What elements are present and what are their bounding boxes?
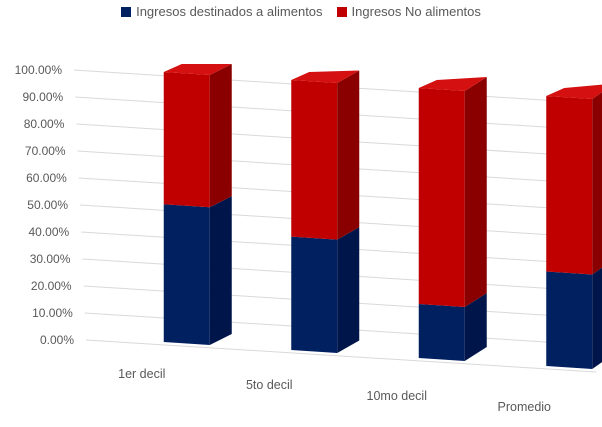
bar-nonfood-3 (418, 77, 487, 307)
legend-item-food: Ingresos destinados a alimentos (121, 4, 323, 19)
y-tick-label: 50.00% (27, 198, 68, 212)
y-tick-label: 70.00% (25, 144, 66, 158)
x-category-label: Promedio (498, 400, 552, 414)
bars (163, 64, 602, 369)
legend-label-food: Ingresos destinados a alimentos (136, 4, 323, 19)
bar-food-2 (291, 227, 360, 353)
y-tick-label: 30.00% (30, 252, 71, 266)
bar-nonfood-4 (546, 84, 602, 275)
x-axis-labels: 1er decil 5to decil 10mo decil Promedio (118, 367, 551, 414)
bar-food-4 (546, 267, 602, 369)
legend-label-nonfood: Ingresos No alimentos (351, 4, 481, 19)
bar-nonfood-1 (163, 64, 232, 208)
grid-line (85, 339, 597, 373)
y-tick-label: 90.00% (22, 90, 63, 104)
y-axis-ticks: 0.00% 10.00% 20.00% 30.00% 40.00% 50.00% 60.00… (15, 63, 75, 347)
legend: Ingresos destinados a alimentos Ingresos… (0, 4, 602, 19)
x-category-label: 5to decil (246, 378, 293, 392)
x-category-label: 10mo decil (367, 389, 427, 403)
legend-item-nonfood: Ingresos No alimentos (336, 4, 481, 19)
y-tick-label: 20.00% (31, 279, 72, 293)
y-tick-label: 0.00% (40, 333, 74, 347)
bar-food-3 (418, 293, 487, 361)
y-tick-label: 10.00% (32, 306, 73, 320)
y-tick-label: 60.00% (26, 171, 67, 185)
legend-swatch-nonfood (336, 6, 347, 17)
x-category-label: 1er decil (118, 367, 165, 381)
y-tick-label: 80.00% (24, 117, 65, 131)
y-tick-label: 100.00% (15, 63, 63, 77)
legend-swatch-food (121, 6, 132, 17)
bar-food-1 (163, 196, 232, 345)
y-tick-label: 40.00% (28, 225, 69, 239)
bar-nonfood-2 (291, 70, 360, 240)
